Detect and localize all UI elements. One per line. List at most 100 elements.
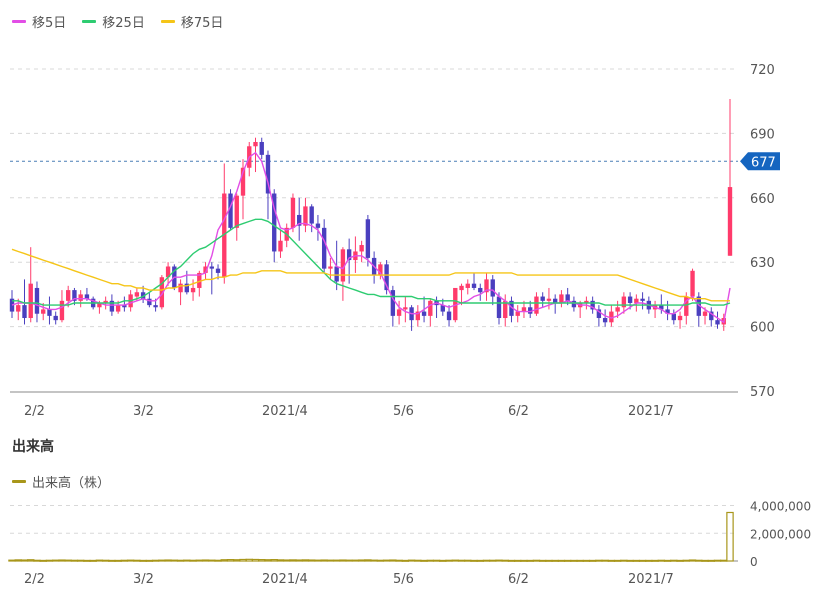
ma-line-ma25 (12, 218, 731, 306)
volume-bar (282, 559, 291, 562)
volume-x-tick-label: 2/2 (24, 572, 45, 587)
price-x-tick-label: 3/2 (133, 404, 154, 419)
current-price-badge: 677 (740, 152, 780, 171)
candle-body (234, 195, 239, 228)
volume-bar (507, 559, 516, 562)
candle-body (315, 223, 321, 228)
legend-item-ma25[interactable]: 移25日 (82, 12, 145, 31)
volume-bar (651, 559, 659, 562)
volume-bar (551, 559, 559, 562)
volume-bar (695, 559, 703, 562)
volume-bar (657, 559, 666, 562)
legend-swatch-volume (12, 480, 26, 483)
volume-bar (701, 559, 709, 562)
volume-x-tick-label: 3/2 (133, 572, 154, 587)
candle-body (396, 309, 402, 316)
legend-item-ma5[interactable]: 移5日 (12, 12, 66, 31)
volume-bar (183, 559, 191, 562)
candle-body (659, 305, 664, 310)
volume-bar (720, 559, 728, 562)
candle-body (509, 300, 514, 316)
candle-body (534, 296, 539, 314)
volume-bar (239, 558, 247, 562)
volume-bar (420, 559, 428, 562)
current-price-badge-text: 677 (751, 155, 776, 170)
volume-bar (332, 559, 341, 562)
candle-body (478, 287, 483, 293)
legend-swatch-ma75 (160, 20, 175, 23)
volume-bar (626, 559, 634, 562)
candle-body (571, 300, 577, 308)
volume-bar (201, 559, 210, 562)
candle-body (309, 206, 314, 224)
volume-bar (682, 559, 691, 562)
volume-bar (632, 559, 641, 562)
candle-body (671, 313, 676, 321)
volume-bar (663, 559, 672, 562)
candle-body (272, 193, 277, 252)
candle-body (197, 272, 202, 288)
candle-body (503, 300, 508, 319)
candle-body (696, 296, 701, 316)
volume-bar (557, 559, 566, 562)
candle-body (290, 197, 296, 228)
volume-legend[interactable]: 出来高（株） (12, 472, 110, 491)
volume-bar (713, 559, 722, 562)
price-y-tick-label: 570 (750, 385, 775, 400)
volume-bar (676, 559, 684, 562)
current-price-badge-shape (740, 152, 780, 171)
candle-body (609, 311, 614, 323)
volume-bar (51, 559, 60, 562)
volume-bar (14, 559, 22, 562)
volume-y-tick-label: 2,000,000 (750, 527, 811, 541)
legend-item-ma75[interactable]: 移75日 (160, 12, 223, 31)
candle-body (115, 305, 121, 312)
candle-body (540, 296, 545, 301)
ma-line-ma5 (11, 151, 731, 324)
candle-body (334, 266, 339, 282)
volume-bar (307, 559, 316, 562)
volume-y-tick-label: 0 (750, 555, 758, 569)
candle-body (727, 187, 733, 256)
candle-body (259, 141, 264, 155)
candle-body (97, 302, 102, 308)
candle-body (440, 305, 445, 312)
volume-bar (464, 559, 472, 562)
candle-body (340, 249, 346, 282)
volume-bar (101, 559, 110, 562)
candle-body (465, 283, 470, 288)
volume-bar (688, 559, 697, 562)
volume-bar (570, 559, 578, 562)
volume-bar (576, 559, 584, 562)
candle-body (546, 298, 552, 301)
candle-body (147, 298, 152, 306)
volume-bar (170, 559, 179, 562)
volume-bar (407, 559, 416, 562)
candle-body (428, 300, 433, 316)
volume-bar (27, 559, 35, 562)
candle-body (528, 307, 533, 314)
candle-body (640, 298, 645, 301)
volume-bar (726, 511, 734, 562)
volume-bar (301, 559, 310, 562)
candle-body (384, 264, 389, 291)
volume-bar (439, 559, 447, 562)
volume-bar (638, 559, 647, 562)
candle-body (702, 311, 708, 316)
candle-body (109, 300, 115, 312)
volume-bar (470, 559, 478, 562)
volume-bar (339, 559, 347, 562)
price-x-tick-label: 5/6 (393, 404, 414, 419)
candle-body (240, 167, 246, 196)
volume-bar (76, 559, 85, 562)
volume-bar (520, 559, 528, 562)
candle-body (690, 270, 695, 297)
candle-body (16, 305, 21, 312)
volume-bar (320, 559, 328, 562)
volume-bar (176, 559, 185, 562)
volume-y-tick-label: 4,000,000 (750, 500, 811, 514)
volume-bar (89, 559, 97, 562)
volume-bar (226, 559, 235, 562)
volume-bar (351, 559, 360, 562)
candle-body (584, 300, 589, 303)
